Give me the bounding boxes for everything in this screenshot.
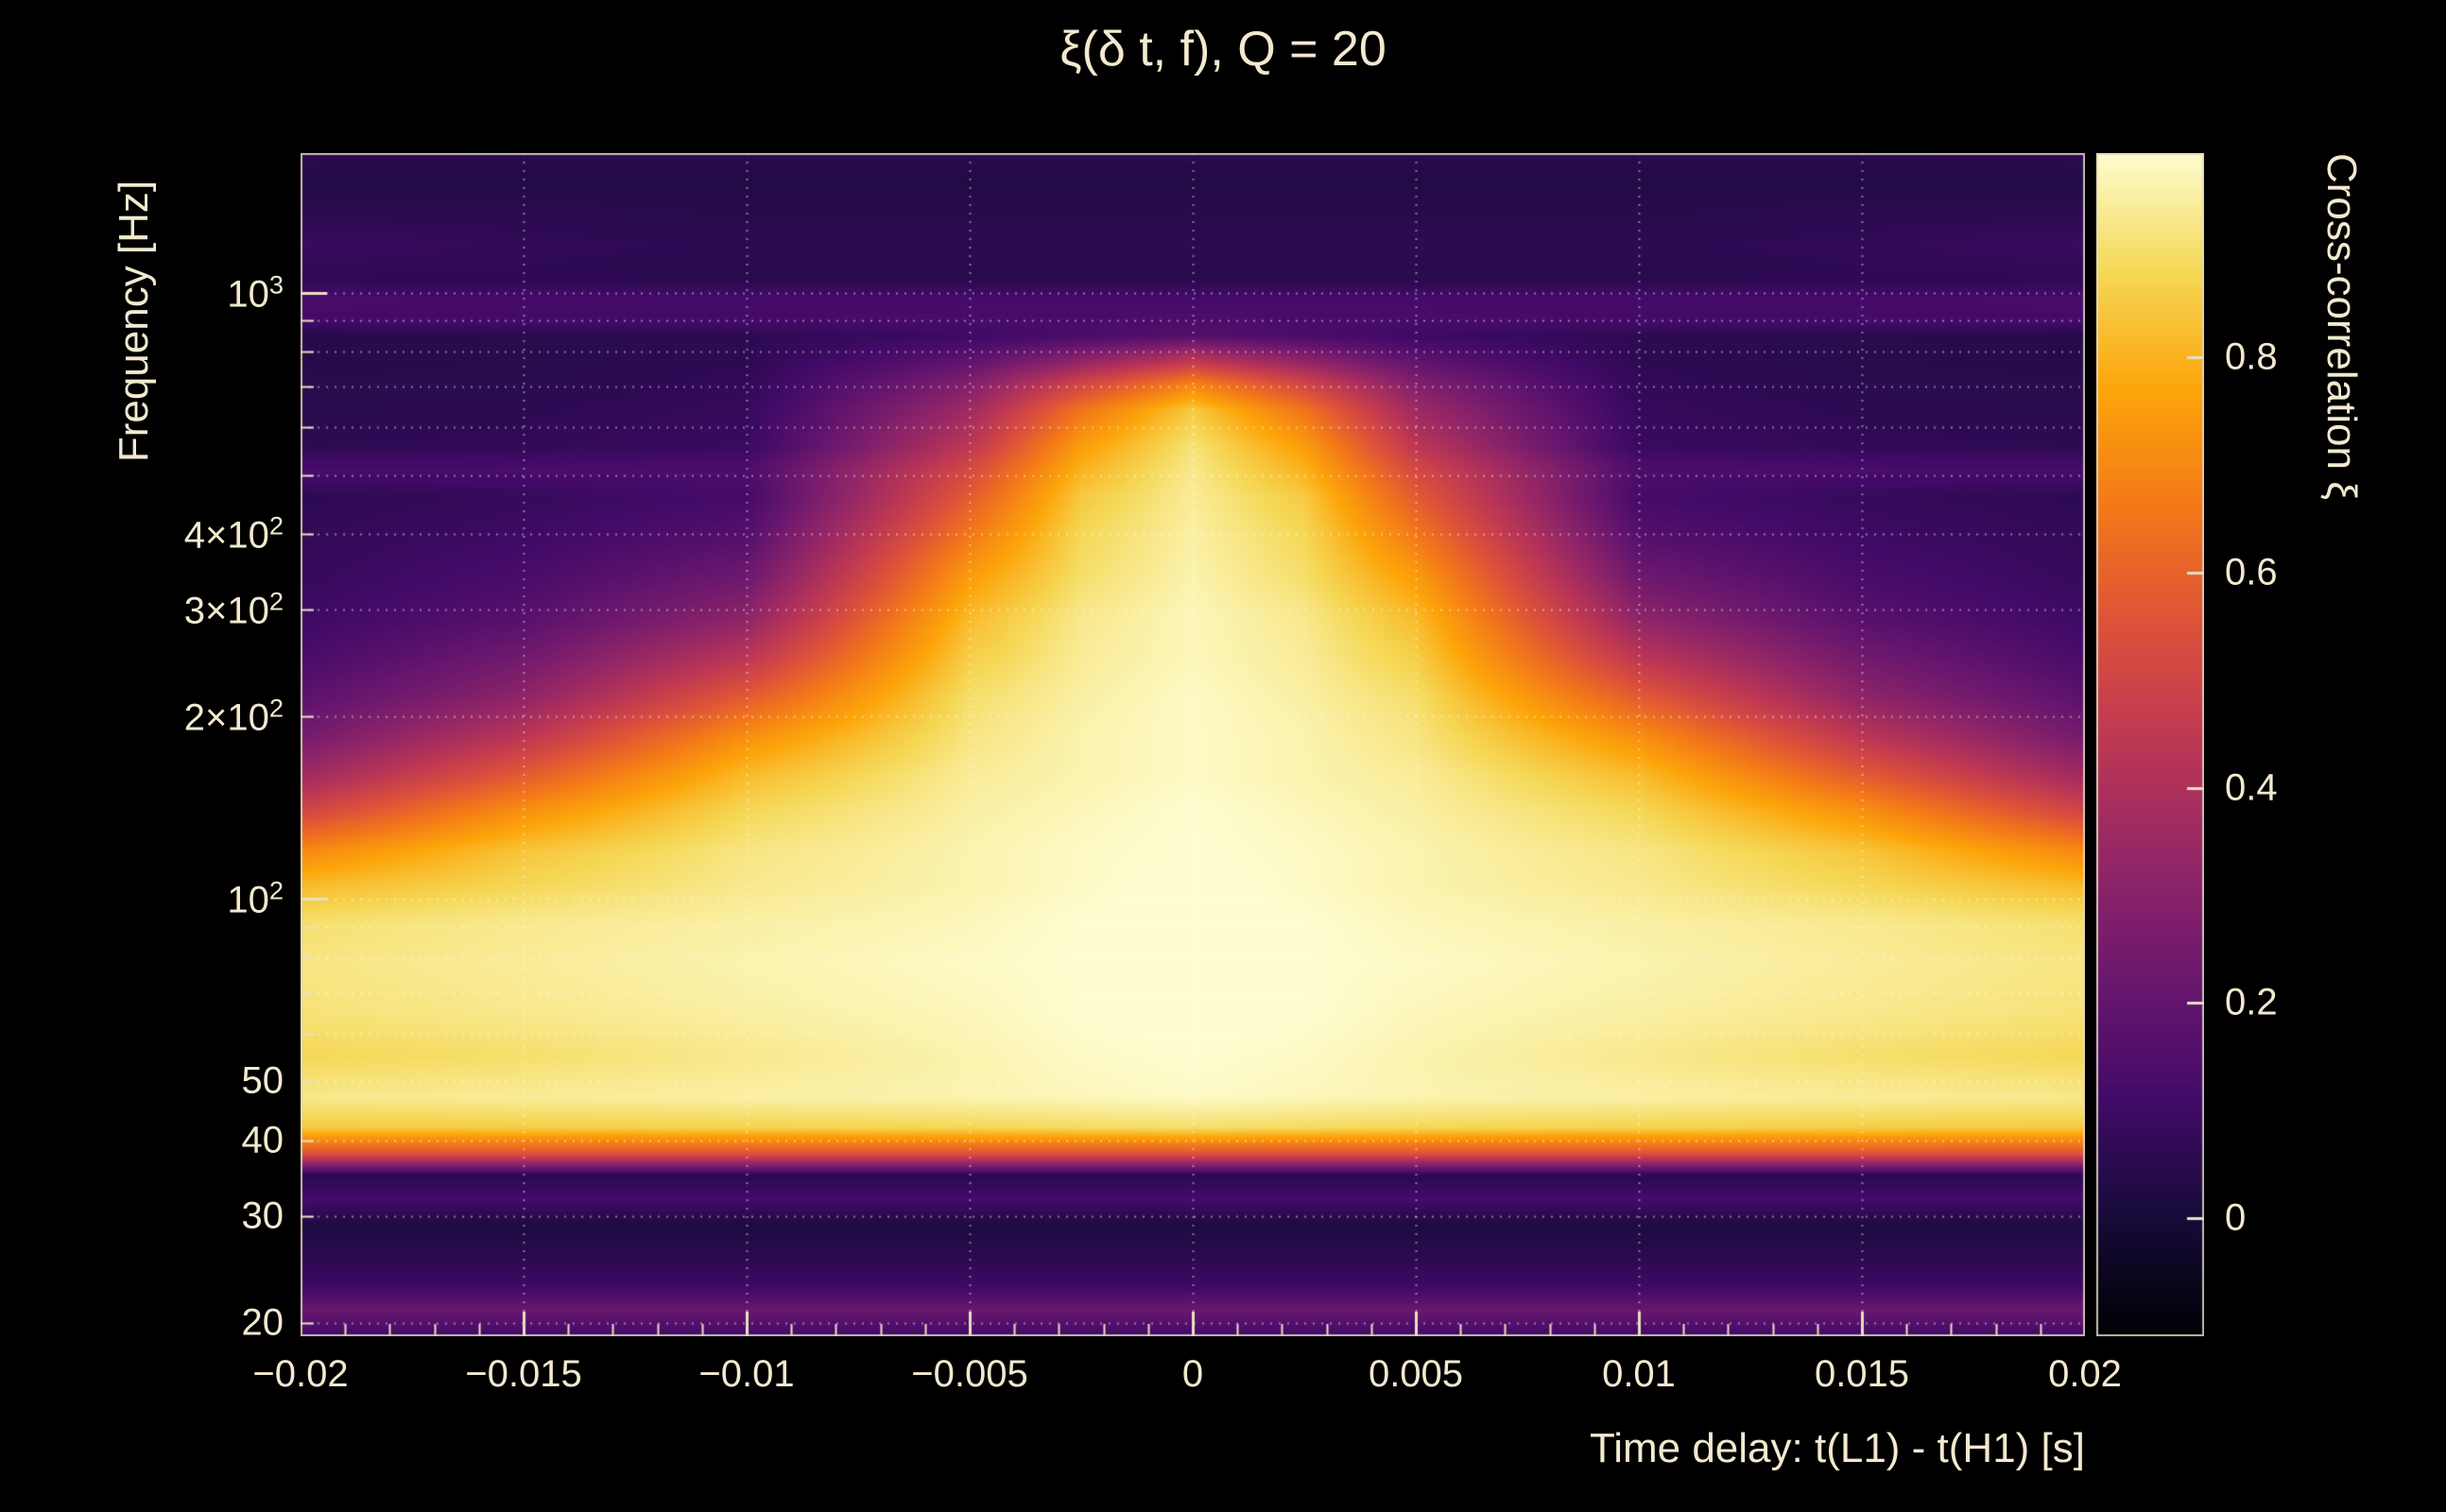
chart-title: ξ(δ t, f), Q = 20 (1059, 22, 1387, 77)
exponent: 2 (268, 510, 284, 541)
colorbar-tick-label: 0.6 (2225, 551, 2278, 593)
x-tick-label: −0.005 (911, 1353, 1028, 1395)
y-tick-label: 40 (241, 1119, 284, 1161)
x-tick-label: 0.01 (1602, 1353, 1676, 1395)
exponent: 3 (268, 269, 284, 300)
x-tick-label: −0.01 (698, 1353, 795, 1395)
exponent: 2 (268, 875, 284, 905)
y-tick-label: 50 (241, 1059, 284, 1102)
colorbar-canvas (2096, 153, 2204, 1336)
y-tick-label: 2×102 (183, 693, 284, 739)
y-tick-label: 4×102 (183, 510, 284, 557)
y-tick-label: 102 (227, 875, 284, 921)
y-tick-label: 103 (227, 269, 284, 316)
x-tick-label: −0.02 (252, 1353, 349, 1395)
colorbar-tick-label: 0.4 (2225, 766, 2278, 809)
colorbar-title: Cross-correlation ξ (2318, 153, 2365, 500)
x-tick-label: −0.015 (465, 1353, 582, 1395)
y-tick-label: 3×102 (183, 586, 284, 632)
exponent: 2 (268, 586, 284, 616)
x-tick-label: 0 (1181, 1353, 1204, 1395)
y-axis-title: Frequency [Hz] (111, 180, 157, 463)
colorbar-tick-label: 0 (2225, 1196, 2247, 1239)
colorbar-tick-label: 0.8 (2225, 335, 2278, 378)
colorbar-tick-label: 0.2 (2225, 981, 2278, 1023)
heatmap-canvas (301, 153, 2085, 1336)
x-axis-title: Time delay: t(L1) - t(H1) [s] (1589, 1425, 2085, 1471)
exponent: 2 (268, 693, 284, 723)
x-tick-label: 0.005 (1368, 1353, 1464, 1395)
x-tick-label: 0.015 (1814, 1353, 1910, 1395)
y-tick-label: 30 (241, 1194, 284, 1237)
x-tick-label: 0.02 (2048, 1353, 2122, 1395)
y-tick-label: 20 (241, 1301, 284, 1344)
